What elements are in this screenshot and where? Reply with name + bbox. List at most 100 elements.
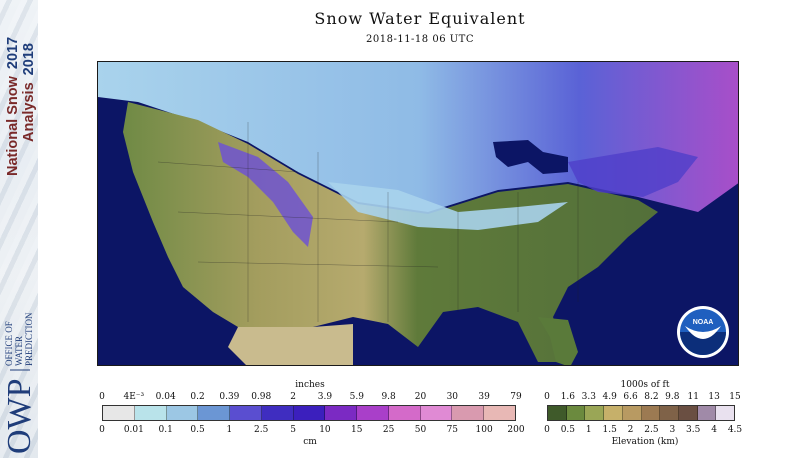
legend-tick-label: 9.8	[665, 392, 680, 402]
northeast-snow	[568, 147, 698, 197]
legend-swatch	[230, 406, 262, 420]
legend-tick-label: 2.5	[644, 425, 659, 435]
map-title: Snow Water Equivalent	[314, 9, 526, 28]
legend-tick-label: 0.1	[158, 425, 173, 435]
legend-tick-label: 20	[414, 392, 427, 402]
legend-swatch	[716, 406, 735, 420]
legend-swatch	[484, 406, 515, 420]
elev-legend-km-title: Elevation (km)	[611, 437, 679, 447]
owp-logo-block: OWP OFFICE OF WATER PREDICTION	[0, 262, 38, 458]
elev-legend-ft-title: 1000s of ft	[620, 380, 670, 390]
elevation-color-bar	[547, 405, 735, 421]
legend-tick-label: 0.39	[219, 392, 240, 402]
legend-tick-label: 0.5	[560, 425, 576, 435]
great-lakes	[493, 140, 568, 174]
legend-swatch	[325, 406, 358, 420]
legend-tick-label: 6.6	[623, 392, 638, 402]
legend-tick-label: 15	[729, 392, 741, 402]
legend-tick-label: 4	[711, 425, 717, 435]
swe-legend-cm-title: cm	[303, 437, 317, 447]
legend-swatch	[261, 406, 294, 420]
svg-text:Analysis 2018: Analysis 2018	[21, 43, 37, 142]
sidebar-year2: 2018	[21, 43, 37, 75]
legend-swatch	[134, 406, 167, 420]
snow-water-equivalent-map: NOAA	[97, 61, 739, 366]
legend-tick-label: 0.2	[190, 392, 205, 402]
legend-swatch	[198, 406, 231, 420]
legend-tick-label: 10	[319, 425, 331, 435]
legend-tick-label: 25	[382, 425, 395, 435]
legend-swatch	[357, 406, 389, 420]
rockies-snow	[218, 142, 313, 247]
legend-tick-label: 100	[475, 425, 493, 435]
legend-tick-label: 3.5	[686, 425, 701, 435]
mexico-region	[228, 324, 353, 365]
legend-tick-label: 4E⁻³	[123, 392, 145, 402]
legend-tick-label: 13	[708, 392, 720, 402]
office-line-3: PREDICTION	[24, 312, 34, 366]
swe-inches-ticks: 0 4E⁻³ 0.04 0.2 0.39 0.98 2 3.9 5.9 9.8 20 30 39 79	[99, 392, 522, 404]
owp-wordmark: OWP	[1, 378, 38, 454]
legend-tick-label: 5	[290, 425, 296, 435]
legend-tick-label: 79	[510, 392, 522, 402]
florida	[538, 317, 578, 365]
legend-swatch	[548, 406, 567, 420]
legend-swatch	[585, 406, 605, 420]
legend-tick-label: 8.2	[644, 392, 659, 402]
legend-tick-label: 0	[544, 392, 550, 402]
legend-tick-label: 3	[669, 425, 676, 435]
legend-tick-label: 2	[627, 425, 634, 435]
swe-legend-inches-title: inches	[295, 380, 325, 390]
legend-swatch	[678, 406, 698, 420]
swe-color-bar	[102, 405, 516, 421]
office-line-2: WATER	[14, 336, 24, 366]
legend-swatch	[452, 406, 485, 420]
noaa-logo-text: NOAA	[693, 319, 714, 326]
legend-swatch	[103, 406, 135, 420]
legend-swatch	[697, 406, 717, 420]
legend-tick-label: 0.5	[190, 425, 205, 435]
legend-tick-label: 3.9	[317, 392, 333, 402]
legend-tick-label: 1	[226, 425, 233, 435]
legend-tick-label: 5.9	[349, 392, 364, 402]
legend-tick-label: 200	[507, 425, 525, 435]
office-line-1: OFFICE OF	[4, 321, 14, 366]
legend-swatch	[641, 406, 661, 420]
map-timestamp: 2018-11-18 06 UTC	[366, 34, 474, 45]
sidebar-line1: National Snow	[5, 75, 21, 176]
legend-tick-label: 50	[414, 425, 427, 435]
noaa-logo: NOAA	[677, 306, 729, 358]
legend-tick-label: 0.04	[155, 392, 176, 402]
legend-swatch	[622, 406, 642, 420]
legend-tick-label: 0.98	[251, 392, 272, 402]
legend-tick-label: 75	[446, 425, 459, 435]
legend-tick-label: 2	[290, 392, 296, 402]
swe-cm-ticks: 0 0.01 0.1 0.5 1 2.5 5 10 15 25 50 75 100 200	[99, 425, 524, 437]
legend-tick-label: 1.5	[602, 425, 617, 435]
sidebar-year1: 2017	[5, 37, 21, 69]
elev-km-ticks: 0 0.5 1 1.5 2 2.5 3 3.5 4 4.5	[544, 425, 742, 437]
legend-swatch	[566, 406, 586, 420]
national-snow-analysis-title: National Snow 2017 Analysis 2018	[2, 0, 40, 182]
legend-tick-label: 0	[99, 392, 105, 402]
legend-tick-label: 30	[446, 392, 459, 402]
legend-swatch	[388, 406, 421, 420]
legend-tick-label: 0	[544, 425, 550, 435]
legend-tick-label: 15	[351, 425, 363, 435]
state-boundaries	[157, 122, 579, 322]
legend-swatch	[166, 406, 199, 420]
legend-tick-label: 4.5	[727, 425, 743, 435]
legend-tick-label: 1	[585, 425, 592, 435]
elev-ft-ticks: 0 1.6 3.3 4.9 6.6 8.2 9.8 11 13 15	[544, 392, 741, 404]
legend-swatch	[660, 406, 679, 420]
legend-tick-label: 11	[687, 392, 699, 402]
legend-tick-label: 39	[478, 392, 490, 402]
legend-swatch	[604, 406, 623, 420]
legend-tick-label: 2.5	[254, 425, 269, 435]
legend-swatch	[420, 406, 453, 420]
legend-tick-label: 3.3	[581, 392, 596, 402]
legend-tick-label: 4.9	[602, 392, 617, 402]
svg-text:National Snow 2017: National Snow 2017	[5, 37, 21, 176]
sidebar-background	[0, 0, 38, 458]
sidebar-line2: Analysis	[21, 82, 37, 142]
